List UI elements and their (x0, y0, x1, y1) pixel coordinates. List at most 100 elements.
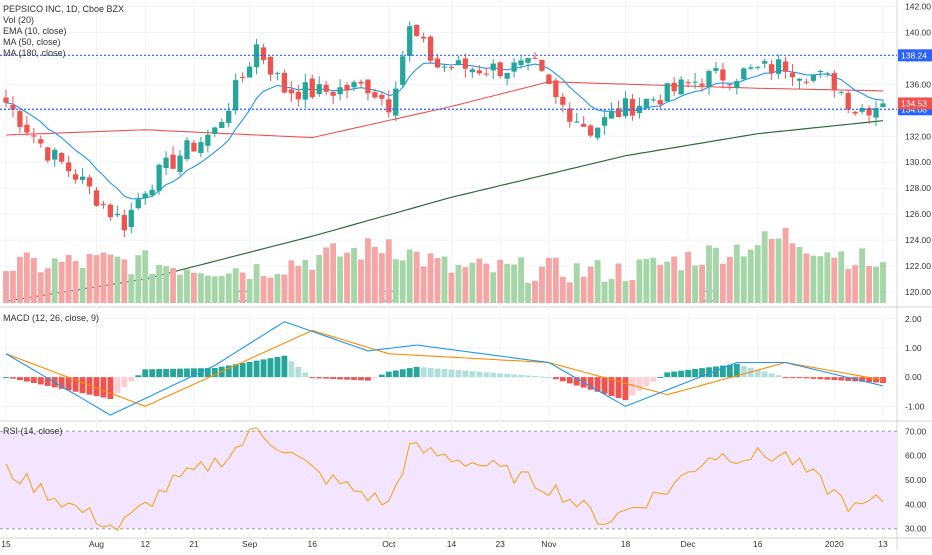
candle-body[interactable] (796, 78, 803, 81)
candle-body[interactable] (629, 99, 636, 116)
candle-body[interactable] (219, 122, 225, 128)
candle-body[interactable] (393, 88, 399, 116)
candle-body[interactable] (664, 83, 670, 102)
candle-body[interactable] (789, 72, 796, 78)
candle-body[interactable] (330, 91, 336, 96)
candle-body[interactable] (490, 63, 496, 71)
candle-body[interactable] (594, 127, 601, 138)
candle-body[interactable] (567, 108, 573, 122)
candle-body[interactable] (246, 66, 253, 78)
candle-body[interactable] (720, 69, 726, 81)
candle-body[interactable] (824, 73, 830, 75)
candle-body[interactable] (386, 99, 392, 113)
candle-body[interactable] (852, 111, 858, 114)
candle-body[interactable] (880, 103, 886, 108)
candle-body[interactable] (441, 66, 448, 68)
candle-body[interactable] (817, 71, 824, 73)
candle-body[interactable] (838, 91, 844, 93)
candle-body[interactable] (358, 81, 364, 84)
candle-body[interactable] (699, 83, 705, 86)
candle-body[interactable] (177, 155, 183, 173)
candle-body[interactable] (574, 121, 580, 123)
candle-body[interactable] (170, 154, 176, 169)
candle-body[interactable] (407, 26, 413, 56)
candle-body[interactable] (476, 70, 482, 74)
candle-body[interactable] (72, 174, 79, 180)
macd-legend[interactable]: MACD (12, 26, close, 9) (3, 313, 100, 323)
candle-body[interactable] (198, 142, 204, 154)
candle-body[interactable] (59, 153, 65, 162)
candle-body[interactable] (511, 62, 517, 72)
candle-body[interactable] (560, 96, 566, 105)
candle-body[interactable] (163, 157, 169, 169)
candle-body[interactable] (734, 81, 740, 89)
candle-body[interactable] (420, 36, 427, 39)
candle-body[interactable] (316, 84, 322, 95)
candle-body[interactable] (351, 82, 357, 88)
candle-body[interactable] (17, 111, 23, 127)
candle-body[interactable] (483, 73, 489, 75)
candle-body[interactable] (38, 139, 44, 144)
candle-body[interactable] (643, 98, 649, 109)
candle-body[interactable] (65, 162, 72, 172)
candle-body[interactable] (866, 108, 872, 116)
candle-body[interactable] (546, 74, 552, 84)
candle-body[interactable] (135, 199, 141, 209)
candle-body[interactable] (768, 64, 775, 74)
candle-body[interactable] (191, 142, 197, 152)
legend-ma180[interactable]: MA (180, close) (3, 48, 66, 58)
candle-body[interactable] (288, 89, 295, 94)
legend-ema10[interactable]: EMA (10, close) (3, 26, 67, 36)
candle-body[interactable] (748, 67, 754, 69)
candle-body[interactable] (608, 111, 615, 119)
candle-body[interactable] (79, 176, 86, 180)
candle-body[interactable] (344, 84, 350, 91)
candle-body[interactable] (588, 125, 594, 136)
candle-body[interactable] (518, 60, 524, 66)
candle-body[interactable] (86, 177, 93, 187)
candle-body[interactable] (497, 62, 503, 77)
candle-body[interactable] (128, 209, 134, 227)
candle-body[interactable] (657, 100, 663, 105)
candle-body[interactable] (281, 72, 288, 93)
candle-body[interactable] (302, 82, 308, 100)
candle-body[interactable] (462, 58, 469, 69)
candle-body[interactable] (601, 117, 608, 126)
candle-body[interactable] (455, 60, 462, 66)
candle-body[interactable] (274, 72, 281, 74)
candle-body[interactable] (379, 94, 385, 99)
candle-body[interactable] (692, 81, 698, 83)
candle-body[interactable] (782, 61, 789, 72)
rsi-legend[interactable]: RSI (14, close) (3, 426, 63, 436)
candle-body[interactable] (45, 147, 51, 161)
candle-body[interactable] (267, 56, 274, 75)
candle-body[interactable] (52, 149, 58, 160)
candle-body[interactable] (434, 58, 441, 68)
candle-body[interactable] (532, 57, 538, 59)
candle-body[interactable] (845, 93, 851, 110)
candle-body[interactable] (142, 193, 148, 199)
candle-body[interactable] (184, 140, 190, 159)
candle-body[interactable] (671, 82, 677, 92)
candle-body[interactable] (706, 71, 712, 87)
legend-vol[interactable]: Vol (20) (3, 15, 35, 25)
candle-body[interactable] (240, 76, 246, 78)
candle-body[interactable] (427, 36, 434, 61)
candle-body[interactable] (93, 190, 100, 206)
candle-body[interactable] (448, 67, 455, 69)
candle-body[interactable] (803, 81, 810, 83)
candle-body[interactable] (831, 73, 837, 91)
candle-body[interactable] (727, 84, 733, 86)
candle-body[interactable] (810, 74, 817, 81)
candle-body[interactable] (859, 107, 865, 112)
candle-body[interactable] (372, 92, 378, 98)
candle-body[interactable] (414, 24, 420, 36)
candle-body[interactable] (713, 68, 719, 71)
candle-body[interactable] (581, 123, 587, 127)
candle-body[interactable] (539, 60, 545, 71)
candle-body[interactable] (365, 79, 371, 94)
candle-body[interactable] (553, 80, 559, 98)
candle-body[interactable] (233, 80, 239, 111)
candle-body[interactable] (149, 189, 155, 196)
candle-body[interactable] (3, 97, 9, 103)
